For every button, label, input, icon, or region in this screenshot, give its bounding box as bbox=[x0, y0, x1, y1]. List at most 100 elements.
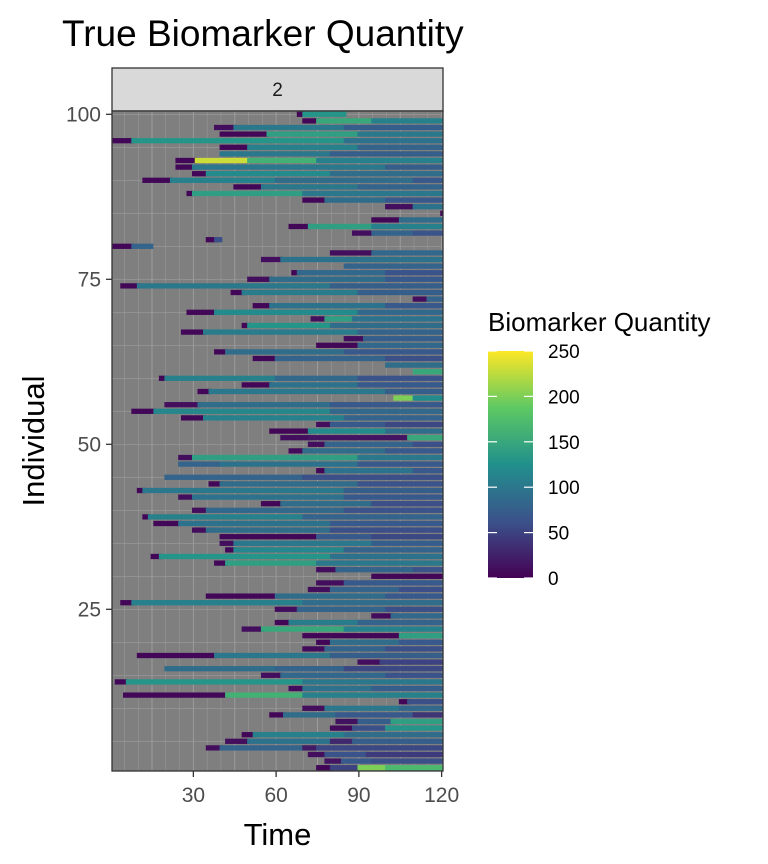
heatmap-cell bbox=[296, 111, 306, 117]
heatmap-cell bbox=[219, 534, 319, 540]
heatmap-cell bbox=[316, 765, 333, 771]
heatmap-cell bbox=[274, 593, 388, 599]
heatmap-cell bbox=[371, 613, 394, 619]
heatmap-cell bbox=[385, 448, 443, 454]
heatmap-cell bbox=[385, 164, 443, 170]
heatmap-cell bbox=[371, 118, 443, 124]
heatmap-cell bbox=[324, 705, 402, 711]
heatmap-cell bbox=[357, 461, 443, 467]
heatmap-cell bbox=[260, 184, 361, 190]
heatmap-cell bbox=[310, 316, 328, 322]
heatmap-cell bbox=[412, 567, 443, 573]
heatmap-cell bbox=[274, 606, 300, 612]
heatmap-cell bbox=[307, 428, 388, 434]
x-tick-label: 30 bbox=[182, 784, 205, 807]
heatmap-cell bbox=[269, 428, 311, 434]
heatmap-cell bbox=[112, 138, 135, 144]
heatmap-cells bbox=[112, 111, 443, 771]
heatmap-cell bbox=[302, 692, 443, 698]
heatmap-cell bbox=[343, 507, 443, 513]
y-axis: 25 50 75 100 bbox=[66, 103, 112, 621]
x-tick-label: 60 bbox=[264, 784, 287, 807]
heatmap-cell bbox=[219, 461, 361, 467]
heatmap-cell bbox=[225, 547, 237, 553]
colorbar-ticks: 0 50 100 150 200 250 bbox=[488, 342, 580, 590]
heatmap-cell bbox=[191, 454, 361, 461]
heatmap-cell bbox=[385, 355, 443, 362]
heatmap-cell bbox=[120, 283, 140, 289]
heatmap-cell bbox=[219, 151, 333, 157]
heatmap-cell bbox=[205, 171, 333, 177]
heatmap-cell bbox=[175, 164, 195, 170]
heatmap-cell bbox=[302, 197, 328, 203]
heatmap-cell bbox=[351, 738, 443, 744]
colorbar-tick-label: 100 bbox=[548, 478, 580, 499]
heatmap-cell bbox=[233, 547, 347, 553]
heatmap-cell bbox=[214, 560, 228, 566]
heatmap-cell bbox=[302, 646, 328, 652]
heatmap-cell bbox=[214, 652, 333, 659]
heatmap-cell bbox=[329, 765, 361, 771]
heatmap-cell bbox=[385, 428, 443, 434]
heatmap-cell bbox=[280, 672, 388, 678]
heatmap-cell bbox=[260, 672, 284, 678]
heatmap-cell bbox=[307, 751, 328, 758]
heatmap-cell bbox=[260, 501, 284, 507]
heatmap-cell bbox=[288, 619, 361, 626]
heatmap-cell bbox=[131, 138, 347, 144]
heatmap-cell bbox=[131, 600, 306, 606]
heatmap-cell bbox=[385, 593, 443, 599]
facet-strip-background bbox=[111, 67, 444, 112]
heatmap-cell bbox=[164, 375, 278, 381]
heatmap-cell bbox=[169, 177, 278, 183]
heatmap-cell bbox=[302, 474, 443, 480]
heatmap-cell bbox=[316, 567, 339, 573]
heatmap-cell bbox=[307, 441, 328, 447]
facet-strip: 2 bbox=[111, 67, 444, 112]
heatmap-cell bbox=[178, 461, 223, 467]
heatmap-cell bbox=[357, 659, 383, 665]
heatmap-cell bbox=[316, 560, 443, 566]
heatmap-cell bbox=[329, 520, 443, 527]
heatmap-cell bbox=[357, 619, 443, 626]
heatmap-cell bbox=[241, 322, 250, 329]
heatmap-cell bbox=[225, 692, 306, 698]
heatmap-cell bbox=[426, 296, 443, 302]
heatmap-cell bbox=[274, 355, 388, 362]
heatmap-cell bbox=[280, 256, 443, 263]
heatmap-cell bbox=[343, 666, 443, 672]
heatmap-cell bbox=[390, 613, 443, 619]
heatmap-cell bbox=[123, 692, 228, 698]
heatmap-cell bbox=[329, 586, 402, 593]
heatmap-cell bbox=[302, 190, 443, 197]
heatmap-cell bbox=[274, 619, 292, 626]
heatmap-cell bbox=[357, 184, 443, 190]
heatmap-cell bbox=[214, 349, 228, 355]
heatmap-cell bbox=[316, 745, 443, 751]
heatmap-cell bbox=[343, 547, 443, 553]
heatmap-cell bbox=[280, 435, 311, 441]
heatmap-cell bbox=[398, 699, 410, 705]
heatmap-cell bbox=[247, 144, 361, 150]
heatmap-cell bbox=[324, 646, 388, 652]
heatmap-cell bbox=[307, 223, 375, 230]
heatmap-cell bbox=[191, 171, 209, 177]
heatmap-cell bbox=[329, 171, 443, 177]
heatmap-cell bbox=[158, 553, 333, 560]
heatmap-cell bbox=[302, 118, 319, 124]
heatmap-cell bbox=[302, 679, 443, 685]
heatmap-cell bbox=[186, 309, 217, 315]
colorbar-tick-label: 0 bbox=[548, 569, 559, 590]
heatmap-cell bbox=[280, 501, 375, 507]
heatmap-cell bbox=[307, 435, 410, 441]
heatmap-cell bbox=[329, 725, 355, 731]
heatmap-cell bbox=[316, 534, 375, 540]
heatmap-cell bbox=[385, 388, 443, 395]
heatmap-cell bbox=[230, 289, 245, 296]
heatmap-cell bbox=[371, 685, 443, 692]
heatmap-cell bbox=[208, 481, 223, 487]
heatmap-cell bbox=[357, 382, 443, 388]
y-tick-label: 25 bbox=[78, 598, 101, 621]
heatmap-cell bbox=[371, 573, 443, 579]
